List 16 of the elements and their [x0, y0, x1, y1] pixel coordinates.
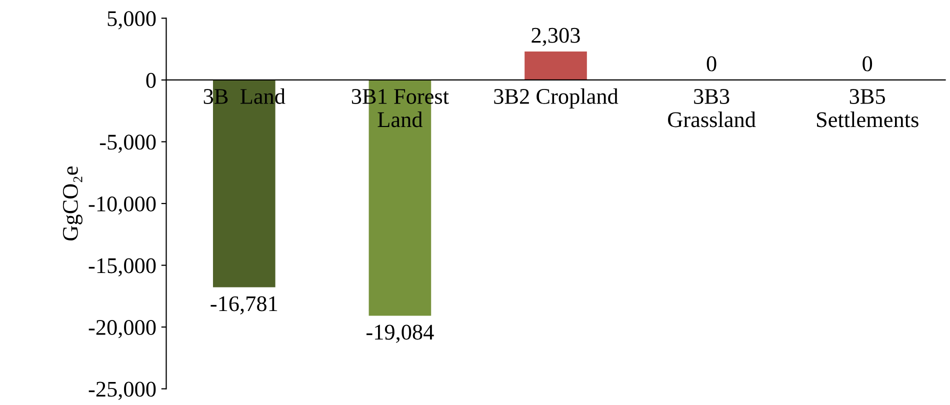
y-tick-label: -5,000 [100, 134, 156, 153]
data-label: -16,781 [210, 296, 278, 314]
y-tick-label: 5,000 [108, 11, 156, 30]
x-tick-label: 3B3 Grassland [668, 89, 756, 128]
x-tick-label: 3B5 Settlements [816, 89, 918, 128]
y-axis-title: GgCO₂e [62, 166, 82, 240]
data-label: 2,303 [532, 28, 580, 46]
y-tick-label: -25,000 [88, 382, 156, 400]
y-tick-label: -10,000 [88, 196, 156, 215]
data-label: -19,084 [366, 324, 434, 343]
data-label: 0 [706, 56, 716, 72]
x-tick-label: 3B2 Cropland [494, 88, 618, 108]
data-label: 0 [862, 56, 872, 72]
y-tick-label: -15,000 [88, 258, 156, 276]
y-tick-label: -20,000 [88, 320, 156, 338]
y-tick-label: 0 [146, 72, 156, 88]
